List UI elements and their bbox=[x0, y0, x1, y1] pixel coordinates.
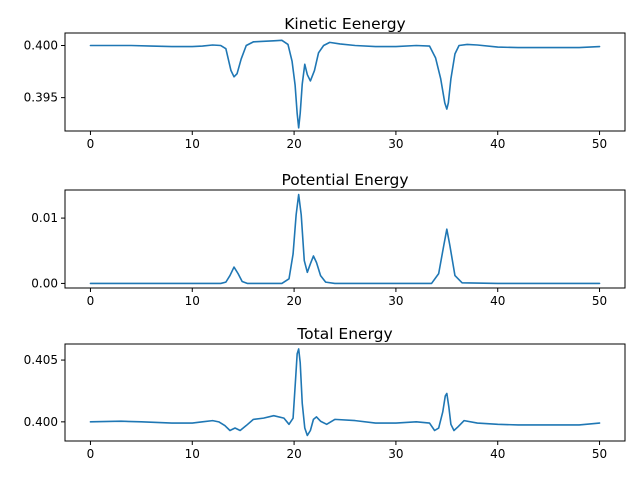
chart-title: Kinetic Eenergy bbox=[284, 15, 405, 33]
tick-group: 0 10 20 30 40 50 0.400 0.405 bbox=[24, 353, 608, 461]
x-tick-label: 50 bbox=[592, 294, 607, 308]
x-tick-label: 40 bbox=[490, 294, 505, 308]
series-line bbox=[89, 348, 601, 437]
series-line bbox=[89, 39, 601, 129]
x-tick-label: 0 bbox=[87, 137, 95, 151]
chart-title: Potential Energy bbox=[281, 171, 408, 189]
x-tick-label: 10 bbox=[185, 447, 200, 461]
tick-group: 0 10 20 30 40 50 0.00 0.01 bbox=[31, 211, 607, 308]
y-tick-label: 0.405 bbox=[24, 353, 58, 367]
y-tick-label: 0.01 bbox=[31, 211, 58, 225]
x-tick-label: 20 bbox=[286, 137, 301, 151]
x-tick-label: 50 bbox=[592, 137, 607, 151]
subplot-kinetic-energy: Kinetic Eenergy 0 10 20 30 40 50 0.395 0.400 bbox=[24, 15, 626, 151]
x-tick-label: 0 bbox=[87, 294, 95, 308]
series-line bbox=[89, 193, 601, 285]
x-tick-label: 20 bbox=[286, 294, 301, 308]
x-tick-label: 0 bbox=[87, 447, 95, 461]
plot-frame bbox=[64, 189, 626, 289]
x-tick-label: 40 bbox=[490, 137, 505, 151]
y-tick-label: 0.395 bbox=[24, 91, 58, 105]
x-tick-label: 40 bbox=[490, 447, 505, 461]
y-tick-label: 0.00 bbox=[31, 276, 58, 290]
plot-frame bbox=[64, 32, 626, 132]
subplot-total-energy: Total Energy 0 10 20 30 40 50 0.400 0.405 bbox=[24, 325, 626, 461]
x-tick-label: 10 bbox=[185, 294, 200, 308]
x-tick-label: 20 bbox=[286, 447, 301, 461]
y-tick-label: 0.400 bbox=[24, 39, 58, 53]
x-tick-label: 30 bbox=[388, 447, 403, 461]
subplot-potential-energy: Potential Energy 0 10 20 30 40 50 0.00 0.01 bbox=[31, 171, 626, 308]
chart-title: Total Energy bbox=[296, 325, 392, 343]
x-tick-label: 30 bbox=[388, 137, 403, 151]
tick-group: 0 10 20 30 40 50 0.395 0.400 bbox=[24, 39, 608, 151]
x-tick-label: 30 bbox=[388, 294, 403, 308]
plot-frame bbox=[64, 343, 626, 442]
x-tick-label: 50 bbox=[592, 447, 607, 461]
y-tick-label: 0.400 bbox=[24, 415, 58, 429]
x-tick-label: 10 bbox=[185, 137, 200, 151]
